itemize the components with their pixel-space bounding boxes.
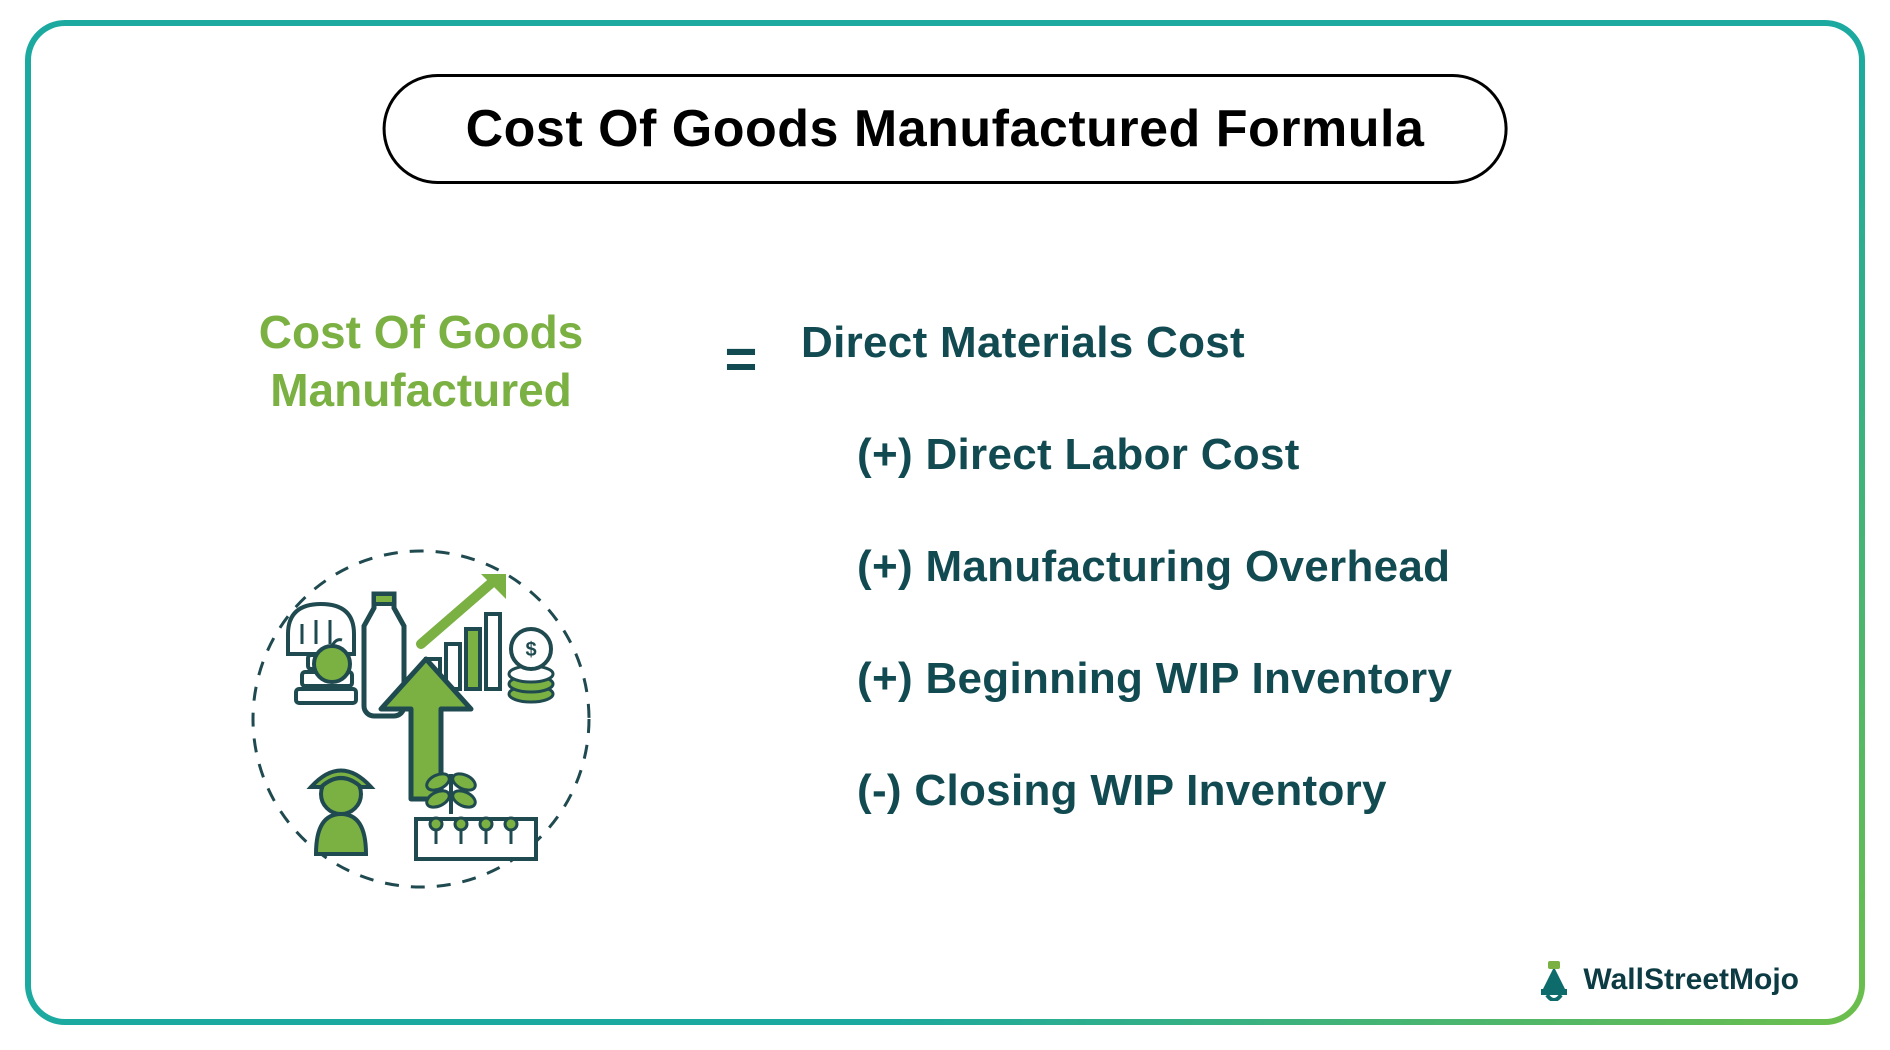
wallstreetmojo-icon: [1533, 959, 1575, 1001]
infographic-canvas: Cost Of Goods Manufactured Formula Cost …: [31, 26, 1859, 1019]
lhs-line2: Manufactured: [270, 364, 572, 416]
brand-logo-text: WallStreetMojo: [1583, 963, 1799, 997]
equals-sign: =: [681, 326, 801, 391]
equals-column: =: [681, 286, 801, 929]
svg-text:$: $: [525, 639, 536, 661]
formula-line-3-label: Beginning WIP Inventory: [925, 654, 1452, 703]
formula-line-4: (-) Closing WIP Inventory: [801, 766, 1729, 816]
brand-logo: WallStreetMojo: [1533, 959, 1799, 1001]
formula-lhs-column: Cost Of Goods Manufactured: [161, 286, 681, 929]
formula-line-1-op: (+): [857, 430, 913, 479]
manufacturing-illustration-icon: $: [241, 539, 601, 899]
formula-rhs-column: Direct Materials Cost (+) Direct Labor C…: [801, 286, 1729, 929]
formula-line-1-label: Direct Labor Cost: [925, 430, 1299, 479]
formula-line-3: (+) Beginning WIP Inventory: [801, 654, 1729, 704]
formula-line-3-op: (+): [857, 654, 913, 703]
formula-content: Cost Of Goods Manufactured: [161, 286, 1729, 929]
page-title: Cost Of Goods Manufactured Formula: [466, 99, 1425, 159]
formula-line-0-label: Direct Materials Cost: [801, 318, 1245, 367]
formula-line-1: (+) Direct Labor Cost: [801, 430, 1729, 480]
formula-line-4-label: Closing WIP Inventory: [914, 766, 1386, 815]
formula-line-2-label: Manufacturing Overhead: [925, 542, 1450, 591]
lhs-line1: Cost Of Goods: [259, 306, 584, 358]
formula-line-2: (+) Manufacturing Overhead: [801, 542, 1729, 592]
formula-line-4-op: (-): [857, 766, 902, 815]
formula-lhs-label: Cost Of Goods Manufactured: [259, 304, 584, 419]
title-pill: Cost Of Goods Manufactured Formula: [383, 74, 1508, 184]
logo-part2: Mojo: [1729, 963, 1799, 996]
infographic-frame: Cost Of Goods Manufactured Formula Cost …: [25, 20, 1865, 1025]
formula-line-0: Direct Materials Cost: [801, 318, 1729, 368]
formula-line-2-op: (+): [857, 542, 913, 591]
logo-part1: WallStreet: [1583, 963, 1729, 996]
